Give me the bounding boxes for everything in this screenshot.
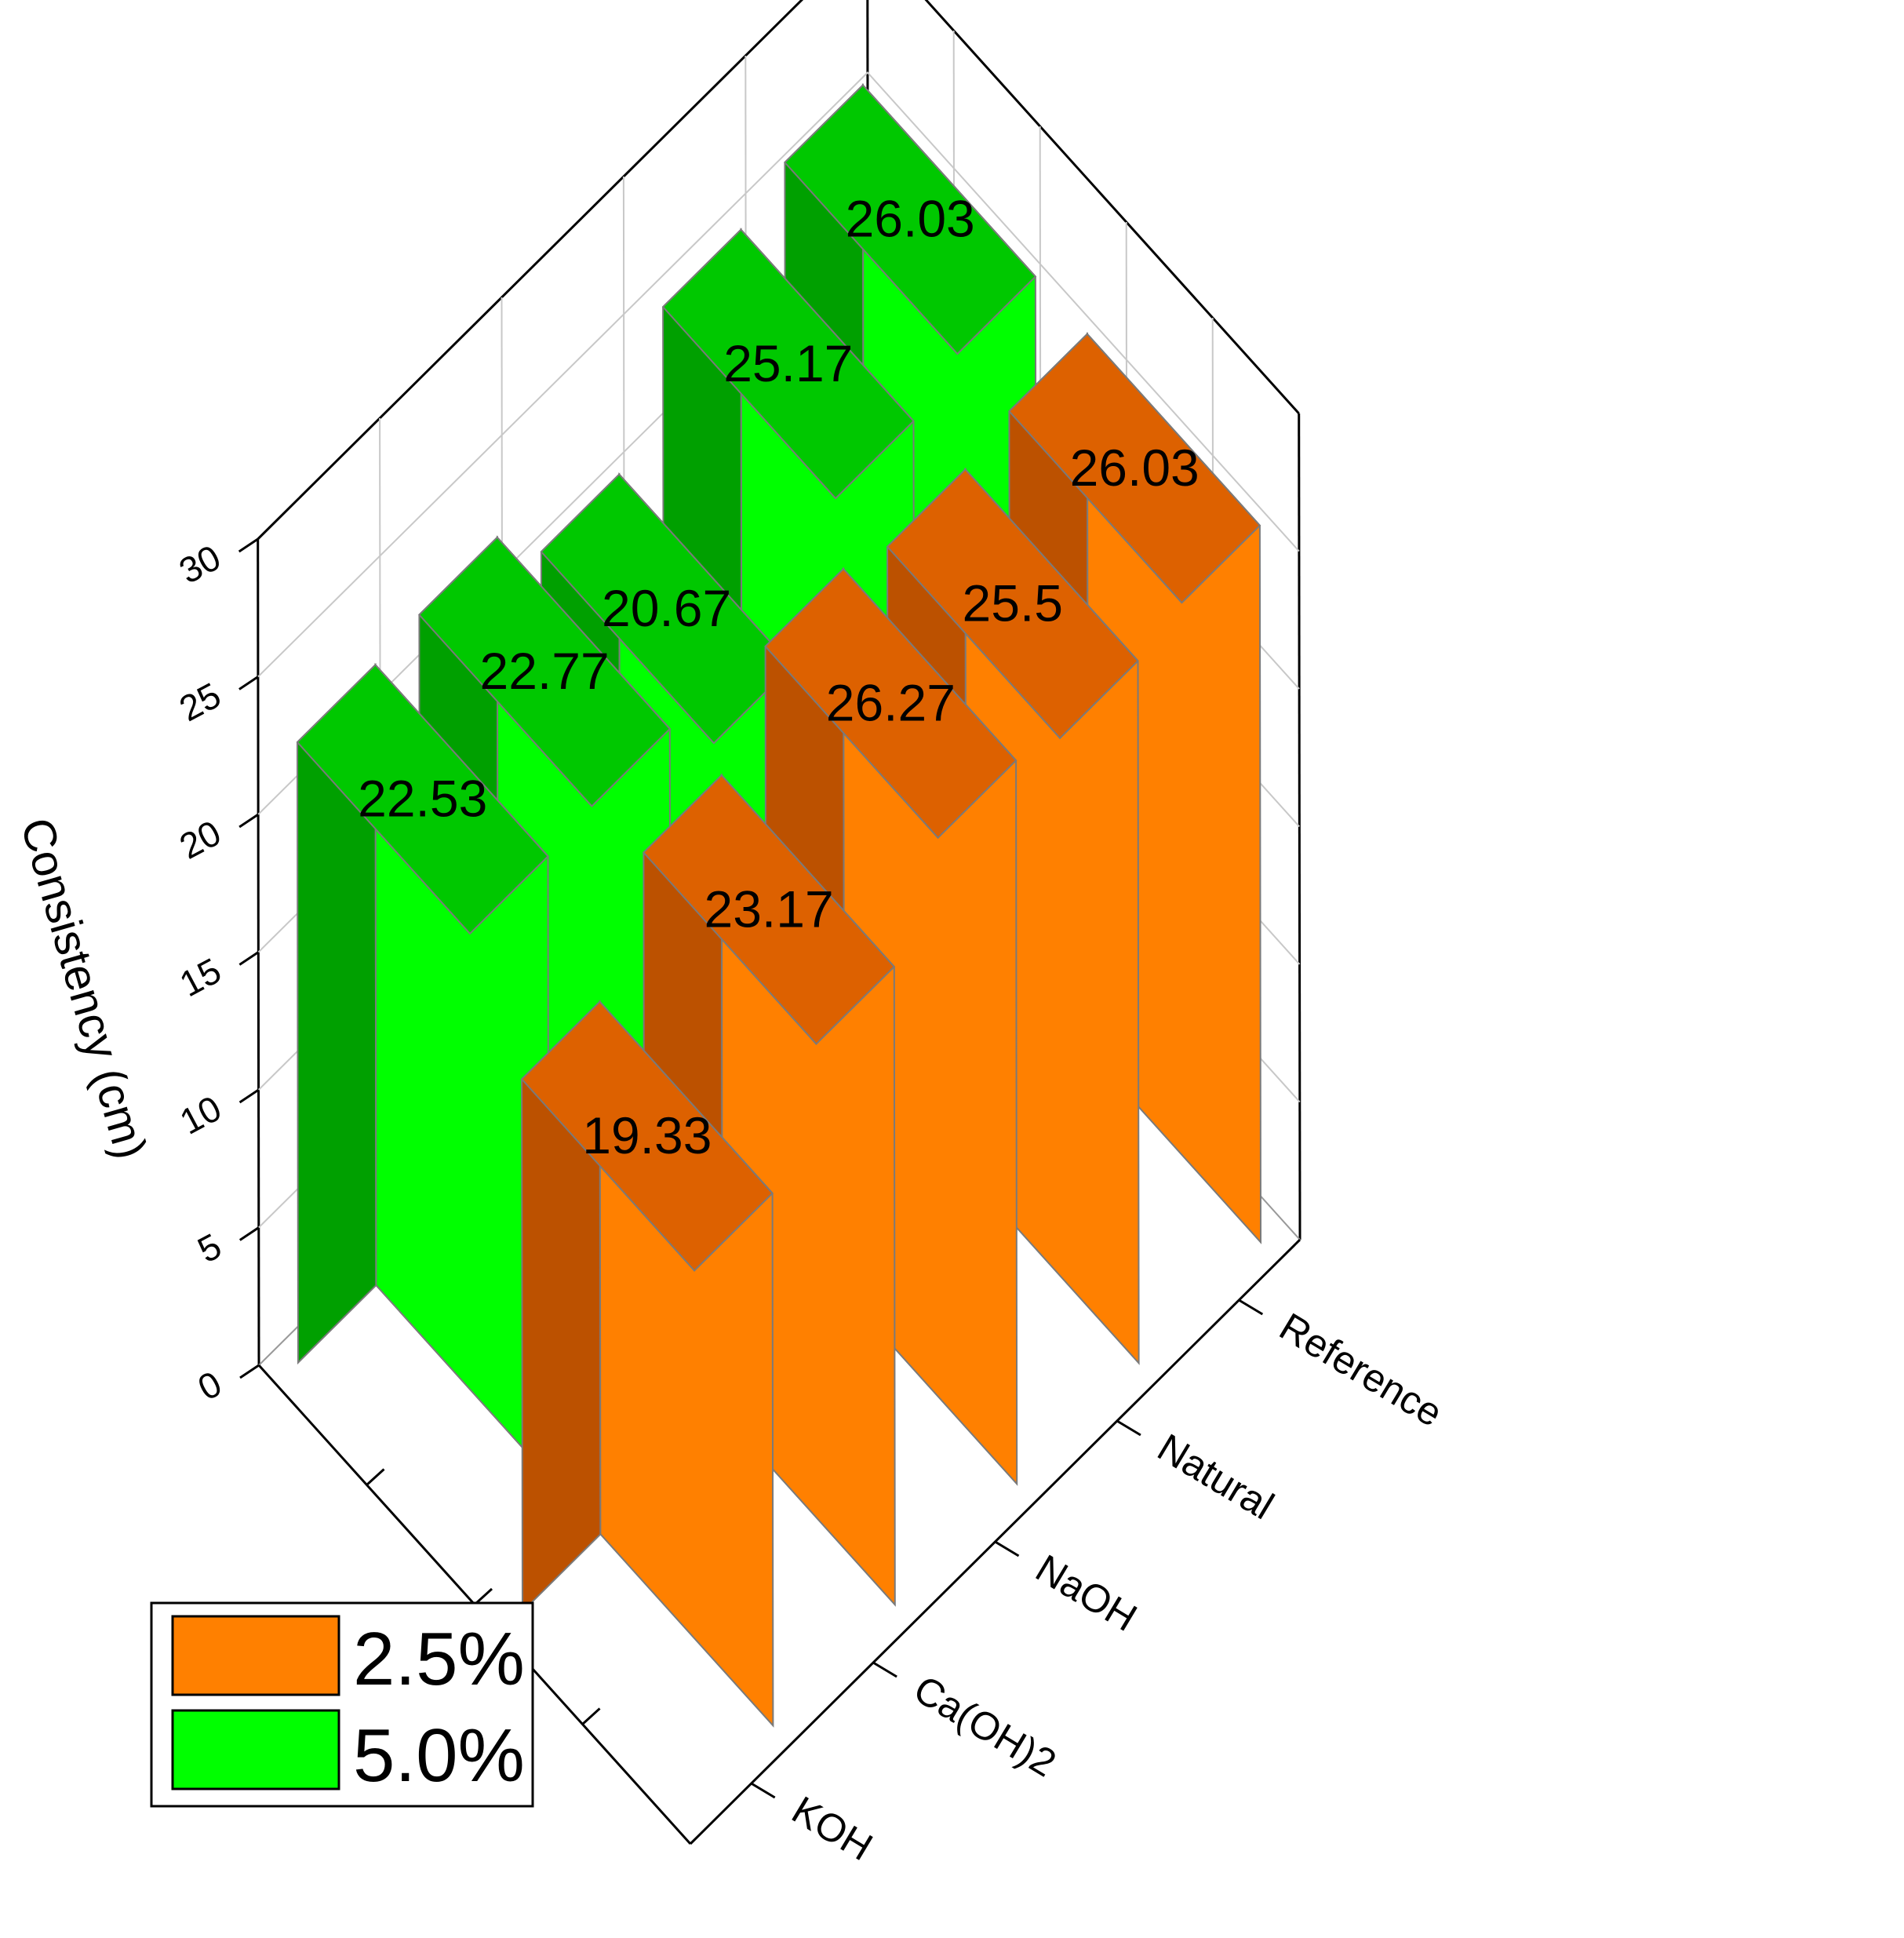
category-tick-mark (750, 1782, 776, 1799)
grid-line-horizontal (257, 71, 1300, 678)
category-label: Ca(OH)2 (906, 1667, 1063, 1785)
y-axis-title: Consistency (cm) (11, 812, 157, 1164)
data-label: 19.33 (582, 1106, 712, 1164)
y-tick-mark (239, 1364, 260, 1379)
y-tick-mark (238, 1088, 260, 1104)
y-tick-label: 10 (173, 1087, 228, 1142)
bar-face-top (643, 774, 896, 1046)
data-label: 22.77 (480, 642, 610, 700)
y-tick-mark (238, 537, 259, 553)
data-label: 26.03 (1070, 439, 1200, 497)
data-label: 26.27 (826, 674, 956, 732)
y-tick-label: 5 (191, 1225, 228, 1270)
bar-face-top (1008, 333, 1261, 604)
legend: 2.5% 5.0% (150, 1601, 534, 1808)
y-tick-label: 0 (191, 1363, 228, 1408)
y-tick-label: 30 (173, 537, 228, 592)
x-tick-mark (581, 1707, 601, 1725)
wall-top-left-edge (257, 0, 804, 541)
bar-face-top (764, 567, 1018, 840)
category-label: KOH (785, 1787, 880, 1869)
wall-top-right-edge (924, 0, 1300, 415)
bar-face-top (296, 663, 549, 935)
bar-face-top (661, 228, 915, 500)
legend-label-5.0: 5.0% (353, 1714, 525, 1798)
y-tick-label: 25 (173, 674, 228, 729)
category-tick-mark (872, 1661, 897, 1678)
y-tick-label: 20 (173, 812, 228, 867)
y-tick-mark (238, 1226, 260, 1241)
legend-swatch-2.5 (171, 1615, 340, 1696)
data-label: 25.5 (963, 574, 1063, 632)
data-label: 20.67 (602, 579, 731, 637)
bar-face-top (886, 468, 1139, 740)
category-tick-mark (994, 1540, 1020, 1557)
y-tick-label: 15 (173, 949, 228, 1004)
bar-face-top (520, 1000, 774, 1272)
category-label: NaOH (1028, 1546, 1145, 1640)
data-label: 22.53 (358, 770, 487, 828)
y-tick-mark (238, 951, 260, 966)
y-axis: 0 5 10 15 20 25 30 (173, 537, 260, 1408)
y-tick-mark (238, 676, 259, 690)
category-label: Natural (1150, 1425, 1281, 1528)
bar-face-top (784, 84, 1037, 355)
data-label: 25.17 (723, 334, 853, 392)
bar-face-top (418, 536, 672, 807)
data-label: 26.03 (846, 190, 975, 248)
x-tick-mark (366, 1468, 385, 1486)
bar-5.0%-KOH: 22.53 (296, 662, 550, 1479)
legend-swatch-5.0 (171, 1709, 340, 1790)
category-tick-mark (1116, 1419, 1141, 1437)
bar-2.5%-KOH: 19.33 (520, 1000, 774, 1728)
category-label: Reference (1272, 1304, 1451, 1435)
data-label: 23.17 (704, 880, 834, 938)
legend-label-2.5: 2.5% (353, 1617, 525, 1701)
y-tick-mark (238, 813, 259, 829)
category-tick-mark (1238, 1299, 1264, 1316)
